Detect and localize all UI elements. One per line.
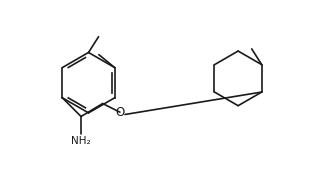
Text: O: O bbox=[115, 106, 125, 119]
Text: NH₂: NH₂ bbox=[71, 136, 91, 146]
